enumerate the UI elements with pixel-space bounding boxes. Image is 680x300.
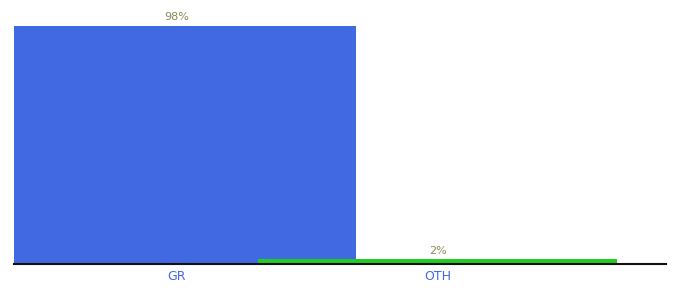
Text: 98%: 98% — [165, 12, 189, 22]
Text: 2%: 2% — [429, 245, 447, 256]
Bar — [258, 259, 617, 264]
Bar — [0, 26, 356, 264]
